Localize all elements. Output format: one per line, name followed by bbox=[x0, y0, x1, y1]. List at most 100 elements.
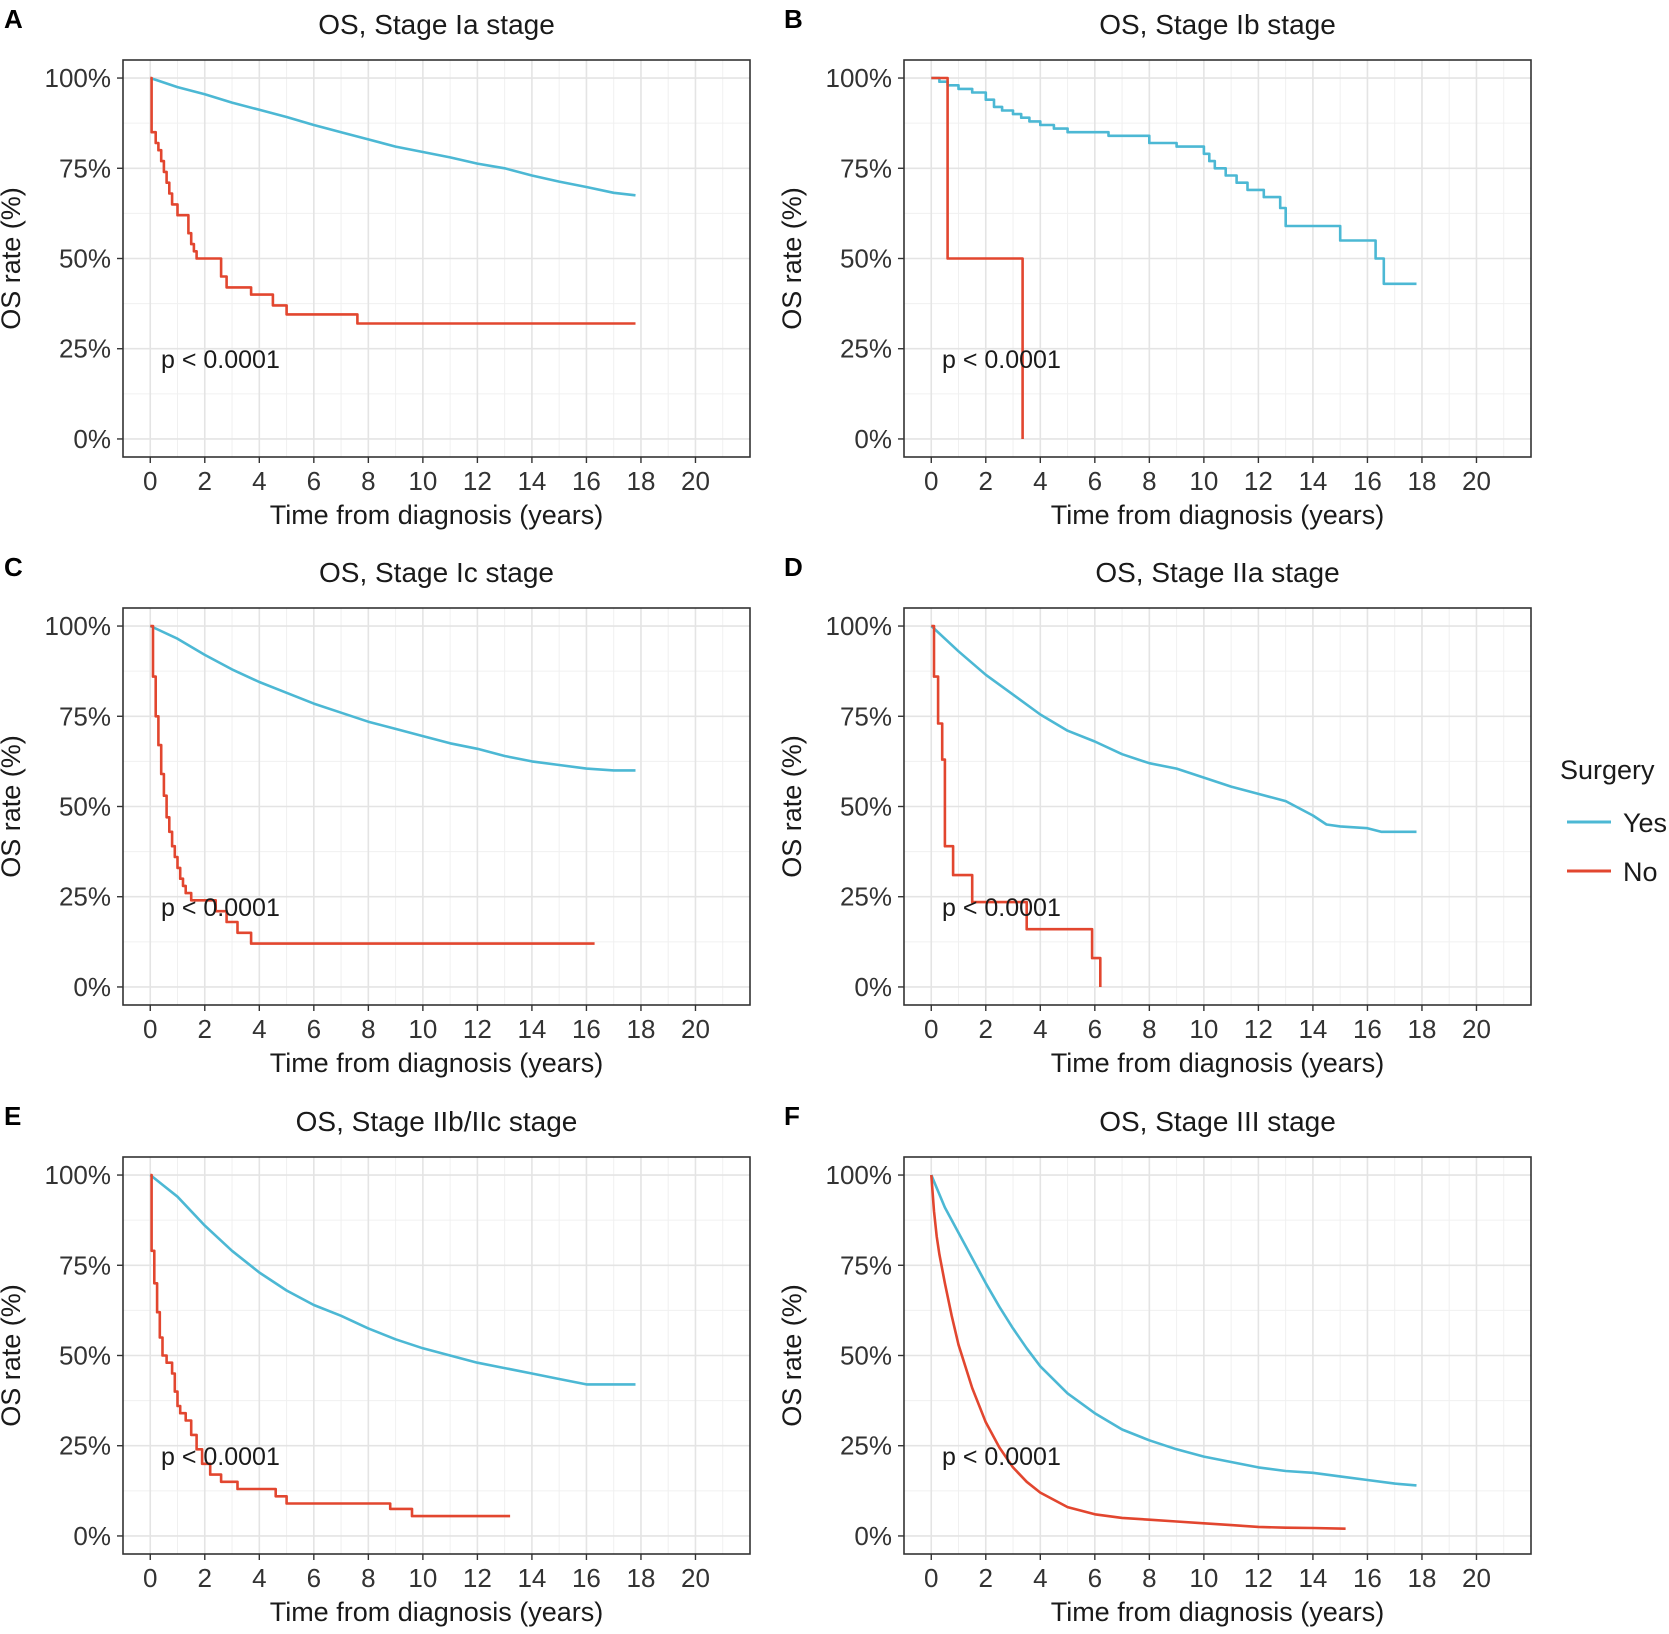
panel-letter: E bbox=[4, 1101, 21, 1131]
x-tick-label: 12 bbox=[463, 1014, 492, 1044]
x-tick-label: 2 bbox=[198, 466, 212, 496]
survival-curve-yes bbox=[930, 1174, 1417, 1487]
x-tick-label: 12 bbox=[1244, 1563, 1273, 1593]
x-tick-label: 16 bbox=[1353, 1563, 1382, 1593]
y-tick-label: 50% bbox=[59, 792, 111, 822]
x-tick-label: 4 bbox=[1033, 1563, 1047, 1593]
y-axis-title: OS rate (%) bbox=[777, 1284, 807, 1427]
y-tick-label: 25% bbox=[59, 1431, 111, 1461]
x-tick-label: 0 bbox=[924, 1563, 938, 1593]
x-tick-label: 6 bbox=[1088, 1014, 1102, 1044]
panel-letter: C bbox=[4, 552, 23, 582]
x-tick-label: 4 bbox=[252, 1014, 266, 1044]
x-tick-label: 16 bbox=[1353, 466, 1382, 496]
x-tick-label: 8 bbox=[1142, 1014, 1156, 1044]
x-tick-label: 14 bbox=[517, 1563, 546, 1593]
panel-e: E OS, Stage IIb/IIc stage 0 2 4 6 8 10 12 14 16 18 2… bbox=[0, 1101, 751, 1627]
y-axis-title: OS rate (%) bbox=[777, 735, 807, 878]
x-axis-title: Time from diagnosis (years) bbox=[270, 1048, 604, 1078]
x-tick-label: 18 bbox=[1407, 1014, 1436, 1044]
survival-curve-yes bbox=[930, 625, 1417, 834]
y-tick-label: 75% bbox=[59, 701, 111, 731]
panel-title: OS, Stage III stage bbox=[1099, 1106, 1336, 1137]
x-tick-label: 0 bbox=[924, 466, 938, 496]
x-tick-label: 16 bbox=[572, 1014, 601, 1044]
x-tick-label: 20 bbox=[681, 1563, 710, 1593]
x-tick-label: 20 bbox=[681, 1014, 710, 1044]
x-tick-label: 18 bbox=[1407, 466, 1436, 496]
y-tick-label: 0% bbox=[73, 1521, 111, 1551]
x-tick-label: 6 bbox=[307, 466, 321, 496]
x-tick-label: 16 bbox=[1353, 1014, 1382, 1044]
survival-curve-yes bbox=[149, 76, 636, 197]
x-tick-label: 16 bbox=[572, 1563, 601, 1593]
survival-curve-no bbox=[150, 1173, 511, 1518]
curves bbox=[149, 624, 636, 945]
y-tick-label: 75% bbox=[840, 701, 892, 731]
x-tick-label: 8 bbox=[361, 466, 375, 496]
legend-label-no: No bbox=[1623, 857, 1658, 887]
x-tick-label: 4 bbox=[1033, 466, 1047, 496]
x-tick-label: 10 bbox=[1189, 1563, 1218, 1593]
panel-title: OS, Stage Ia stage bbox=[318, 9, 555, 40]
survival-curve-no bbox=[930, 1174, 1346, 1530]
x-tick-label: 14 bbox=[517, 1014, 546, 1044]
y-tick-label: 0% bbox=[73, 424, 111, 454]
x-tick-label: 20 bbox=[1462, 466, 1491, 496]
y-tick-label: 0% bbox=[854, 424, 892, 454]
x-tick-label: 8 bbox=[361, 1563, 375, 1593]
x-tick-label: 18 bbox=[626, 466, 655, 496]
x-axis-title: Time from diagnosis (years) bbox=[1051, 1048, 1385, 1078]
panel-title: OS, Stage IIb/IIc stage bbox=[296, 1106, 578, 1137]
x-tick-label: 0 bbox=[143, 1563, 157, 1593]
x-tick-label: 16 bbox=[572, 466, 601, 496]
y-tick-label: 0% bbox=[854, 1521, 892, 1551]
y-tick-label: 75% bbox=[840, 1250, 892, 1280]
panel-title: OS, Stage Ic stage bbox=[319, 557, 554, 588]
panel-letter: B bbox=[784, 4, 803, 34]
x-tick-label: 2 bbox=[979, 1014, 993, 1044]
p-value-label: p < 0.0001 bbox=[161, 346, 280, 374]
y-tick-label: 75% bbox=[59, 1250, 111, 1280]
panel-b: B OS, Stage Ib stage 0 2 4 6 8 10 12 14 16 18 20 0% 25… bbox=[777, 4, 1532, 530]
x-tick-label: 6 bbox=[307, 1014, 321, 1044]
survival-curve-no bbox=[150, 624, 595, 945]
x-tick-label: 20 bbox=[1462, 1014, 1491, 1044]
x-tick-label: 14 bbox=[1298, 466, 1327, 496]
x-tick-label: 0 bbox=[924, 1014, 938, 1044]
x-tick-label: 12 bbox=[1244, 1014, 1273, 1044]
x-tick-label: 10 bbox=[1189, 1014, 1218, 1044]
y-tick-label: 75% bbox=[840, 153, 892, 183]
y-tick-label: 25% bbox=[59, 882, 111, 912]
p-value-label: p < 0.0001 bbox=[161, 894, 280, 922]
p-value-label: p < 0.0001 bbox=[942, 346, 1061, 374]
y-tick-label: 75% bbox=[59, 153, 111, 183]
panel-title: OS, Stage Ib stage bbox=[1099, 9, 1336, 40]
survival-curve-no bbox=[150, 76, 636, 325]
x-tick-label: 20 bbox=[681, 466, 710, 496]
y-tick-label: 100% bbox=[826, 611, 893, 641]
curves bbox=[930, 624, 1417, 987]
x-axis-title: Time from diagnosis (years) bbox=[1051, 500, 1385, 530]
x-tick-label: 8 bbox=[361, 1014, 375, 1044]
y-tick-label: 25% bbox=[840, 882, 892, 912]
panel-d: D OS, Stage IIa stage 0 2 4 6 8 10 12 14 16 18 20 0% 2… bbox=[777, 552, 1532, 1078]
x-tick-label: 2 bbox=[198, 1014, 212, 1044]
x-axis-title: Time from diagnosis (years) bbox=[270, 500, 604, 530]
y-tick-label: 0% bbox=[854, 972, 892, 1002]
x-tick-label: 14 bbox=[1298, 1563, 1327, 1593]
curves bbox=[149, 76, 636, 325]
panel-letter: D bbox=[784, 552, 803, 582]
y-tick-label: 100% bbox=[45, 63, 112, 93]
x-tick-label: 10 bbox=[1189, 466, 1218, 496]
legend-title: Surgery bbox=[1560, 755, 1655, 785]
x-tick-label: 4 bbox=[1033, 1014, 1047, 1044]
x-tick-label: 18 bbox=[626, 1014, 655, 1044]
y-tick-label: 100% bbox=[826, 63, 893, 93]
curves bbox=[149, 1173, 636, 1518]
survival-curve-yes bbox=[149, 624, 636, 772]
x-tick-label: 2 bbox=[979, 1563, 993, 1593]
x-tick-label: 2 bbox=[198, 1563, 212, 1593]
y-tick-label: 50% bbox=[840, 1341, 892, 1371]
